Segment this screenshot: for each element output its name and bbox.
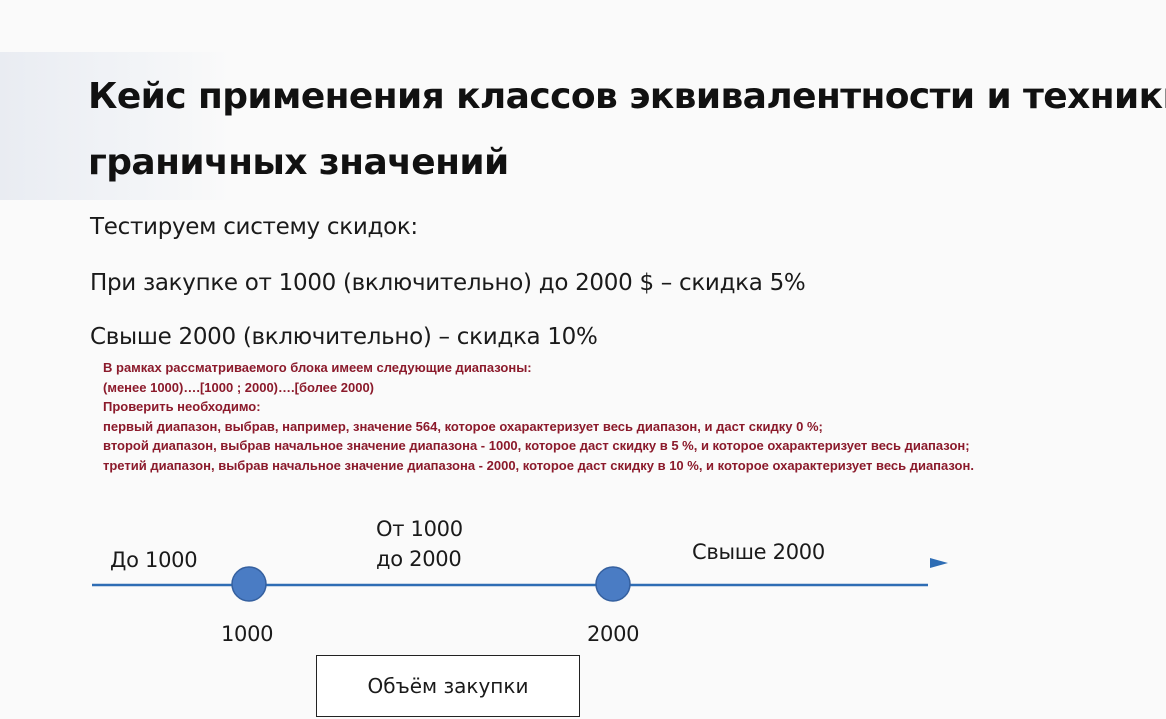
note-line: В рамках рассматриваемого блока имеем сл…: [103, 360, 532, 375]
intro-line: Тестируем систему скидок:: [90, 214, 418, 240]
note-line: Проверить необходимо:: [103, 399, 261, 414]
discount-rule-5-percent: При закупке от 1000 (включительно) до 20…: [90, 270, 806, 296]
notes-block: В рамках рассматриваемого блока имеем сл…: [103, 358, 1143, 475]
note-line: третий диапазон, выбрав начальное значен…: [103, 457, 974, 473]
note-line: (менее 1000)….[1000 ; 2000)….[более 2000…: [103, 379, 375, 395]
tick-label-2000: 2000: [587, 622, 640, 646]
range-label-above-2000: Свыше 2000: [692, 540, 825, 564]
range-label-1000-2000-line-1: От 1000: [376, 517, 463, 541]
note-line: первый диапазон, выбрав, например, значе…: [103, 418, 823, 434]
tick-label-1000: 1000: [221, 622, 274, 646]
title-background-band: [0, 52, 232, 200]
axis-label: Объём закупки: [367, 674, 529, 698]
slide-title-line-1: Кейс применения классов эквивалентности …: [88, 76, 1166, 117]
range-label-1000-2000: От 1000 до 2000: [376, 514, 463, 574]
boundary-point-1000: [231, 566, 267, 602]
slide-title: Кейс применения классов эквивалентности …: [88, 64, 1166, 196]
range-label-1000-2000-line-2: до 2000: [376, 547, 462, 571]
note-line: второй диапазон, выбрав начальное значен…: [103, 438, 970, 453]
slide-title-line-2: граничных значений: [88, 142, 509, 183]
boundary-point-2000: [595, 566, 631, 602]
range-label-below-1000: До 1000: [110, 548, 198, 572]
arrow-icon: [930, 558, 948, 568]
discount-rule-10-percent: Свыше 2000 (включительно) – скидка 10%: [90, 324, 598, 350]
axis-label-box: Объём закупки: [316, 655, 580, 717]
